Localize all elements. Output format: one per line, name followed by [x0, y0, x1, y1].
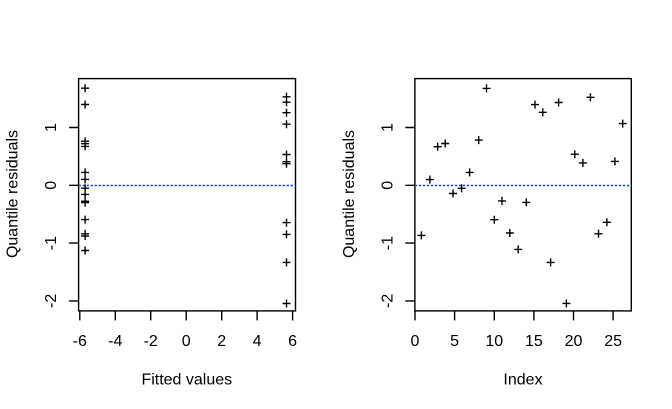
svg-text:0: 0 — [182, 333, 191, 350]
svg-text:4: 4 — [253, 333, 262, 350]
svg-text:20: 20 — [565, 333, 583, 350]
svg-text:5: 5 — [450, 333, 459, 350]
svg-text:25: 25 — [604, 333, 622, 350]
svg-text:10: 10 — [485, 333, 503, 350]
svg-text:0: 0 — [380, 181, 397, 190]
svg-text:-1: -1 — [380, 236, 397, 250]
svg-text:6: 6 — [288, 333, 297, 350]
svg-text:Index: Index — [503, 372, 542, 389]
svg-text:1: 1 — [380, 123, 397, 132]
svg-text:-6: -6 — [73, 333, 87, 350]
svg-text:0: 0 — [411, 333, 420, 350]
svg-text:1: 1 — [43, 123, 60, 132]
svg-text:-2: -2 — [380, 294, 397, 308]
svg-text:Quantile residuals: Quantile residuals — [5, 130, 22, 258]
svg-text:15: 15 — [525, 333, 543, 350]
svg-text:0: 0 — [43, 181, 60, 190]
svg-text:-2: -2 — [43, 294, 60, 308]
svg-text:-1: -1 — [43, 236, 60, 250]
svg-text:2: 2 — [217, 333, 226, 350]
svg-text:-2: -2 — [144, 333, 158, 350]
svg-text:Quantile residuals: Quantile residuals — [341, 130, 358, 258]
svg-text:-4: -4 — [108, 333, 122, 350]
svg-text:Fitted values: Fitted values — [141, 372, 232, 389]
